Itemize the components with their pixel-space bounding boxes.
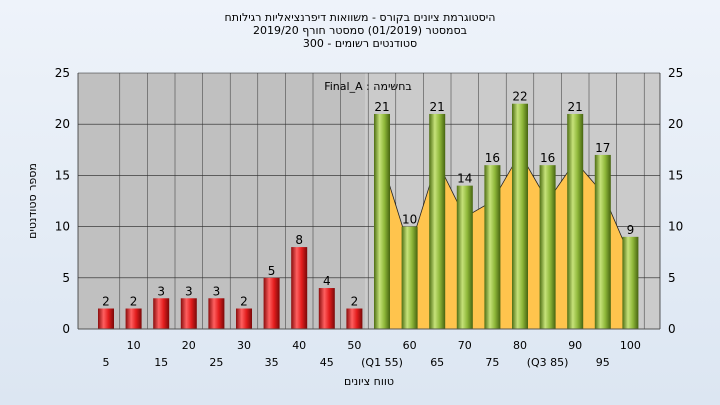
bar (263, 277, 280, 329)
bar (567, 113, 584, 330)
x-tick-label: 70 (458, 339, 472, 352)
bar-value-label: 3 (157, 284, 165, 298)
bar-value-label: 9 (627, 223, 635, 237)
y-tick-label: 20 (668, 117, 683, 131)
bar-value-label: 3 (185, 284, 193, 298)
y-tick-label: 10 (55, 220, 70, 234)
y-tick-label: 0 (668, 322, 676, 336)
bar-value-label: 2 (240, 295, 248, 309)
y-tick-label: 25 (668, 66, 683, 80)
y-axis-left-ticks: 0 5 10 15 20 25 (55, 66, 70, 336)
bar-value-label: 21 (568, 100, 583, 114)
bar (456, 185, 473, 329)
bar-value-label: 2 (351, 295, 359, 309)
bar-value-label: 3 (213, 284, 221, 298)
x-tick-label: 60 (403, 339, 417, 352)
x-tick-label: 100 (620, 339, 641, 352)
filter-label: Final_A : בחשימה (324, 80, 412, 93)
y-axis-right-ticks: 0 5 10 15 20 25 (668, 66, 683, 336)
x-tick-label: 35 (265, 356, 279, 369)
bar-value-label: 10 (402, 213, 417, 227)
y-axis-label: מספר סטודנטים (26, 163, 39, 239)
distribution-line (381, 152, 631, 258)
bar (236, 308, 252, 329)
x-tick-label: 50 (347, 339, 361, 352)
bar (98, 308, 114, 329)
x-tick-label: 80 (513, 339, 527, 352)
x-tick-label: 30 (237, 339, 251, 352)
x-tick-label: 95 (596, 356, 610, 369)
x-tick-label: 90 (568, 339, 582, 352)
x-tick-label: 5 (103, 356, 110, 369)
gridlines (77, 72, 661, 330)
y-tick-label: 15 (55, 168, 70, 182)
y-tick-label: 25 (55, 66, 70, 80)
x-tick-label: 20 (182, 339, 196, 352)
bar-value-label: 8 (295, 233, 303, 247)
bar (318, 288, 335, 329)
bar (208, 298, 225, 329)
x-tick-label: 10 (127, 339, 141, 352)
x-tick-label: 65 (430, 356, 444, 369)
plot-area-left (78, 73, 365, 329)
bar-value-label: 16 (485, 151, 500, 165)
bar-value-label: 21 (374, 100, 389, 114)
bar (539, 165, 556, 329)
bar (153, 298, 170, 329)
chart-title-line3: סטודנטים רשומים - 300 (302, 37, 418, 50)
bar-value-label: 5 (268, 264, 276, 278)
bar (401, 226, 418, 329)
chart-title-line2: בסמסטר (01/2019) סמסטר חורף 2019/20 (253, 24, 467, 37)
y-tick-label: 20 (55, 117, 70, 131)
x-tick-label: 45 (320, 356, 334, 369)
x-axis-ticks: 5 10 15 20 25 30 35 40 45 50(Q1 55)60 65 70 75 80(Q3 … (103, 339, 641, 369)
bar (484, 165, 501, 329)
chart-titles: היסטוגרמת ציונים בקורס - משוואות דיפרנצי… (0, 11, 720, 50)
y-tick-label: 10 (668, 220, 683, 234)
bar-value-label: 4 (323, 274, 331, 288)
bar-value-label: 16 (540, 151, 555, 165)
x-tick-label: 25 (209, 356, 223, 369)
x-tick-label: (Q3 85) (527, 356, 569, 369)
x-tick-label: 15 (154, 356, 168, 369)
bar-value-label: 14 (457, 172, 472, 186)
bar-value-label: 2 (102, 295, 110, 309)
bar-value-label: 2 (130, 295, 138, 309)
y-tick-label: 5 (668, 271, 676, 285)
y-tick-label: 0 (62, 322, 70, 336)
bar (429, 113, 446, 330)
bar (180, 298, 197, 329)
x-tick-label: (Q1 55) (361, 356, 403, 369)
bar (291, 247, 308, 329)
bar-value-label: 22 (512, 90, 527, 104)
bar (374, 113, 390, 330)
y-tick-label: 15 (668, 168, 683, 182)
x-tick-label: 75 (485, 356, 499, 369)
x-axis-label: טווח ציונים (344, 375, 394, 388)
bar (594, 154, 611, 329)
bar-value-label: 21 (430, 100, 445, 114)
chart-title-line1: היסטוגרמת ציונים בקורס - משוואות דיפרנצי… (224, 11, 496, 24)
bar (346, 308, 363, 329)
bar-value-label: 17 (595, 141, 610, 155)
bars (98, 103, 639, 330)
bar (512, 103, 528, 329)
bar (622, 236, 639, 329)
y-tick-label: 5 (62, 271, 70, 285)
x-tick-label: 40 (292, 339, 306, 352)
bar (125, 308, 142, 329)
